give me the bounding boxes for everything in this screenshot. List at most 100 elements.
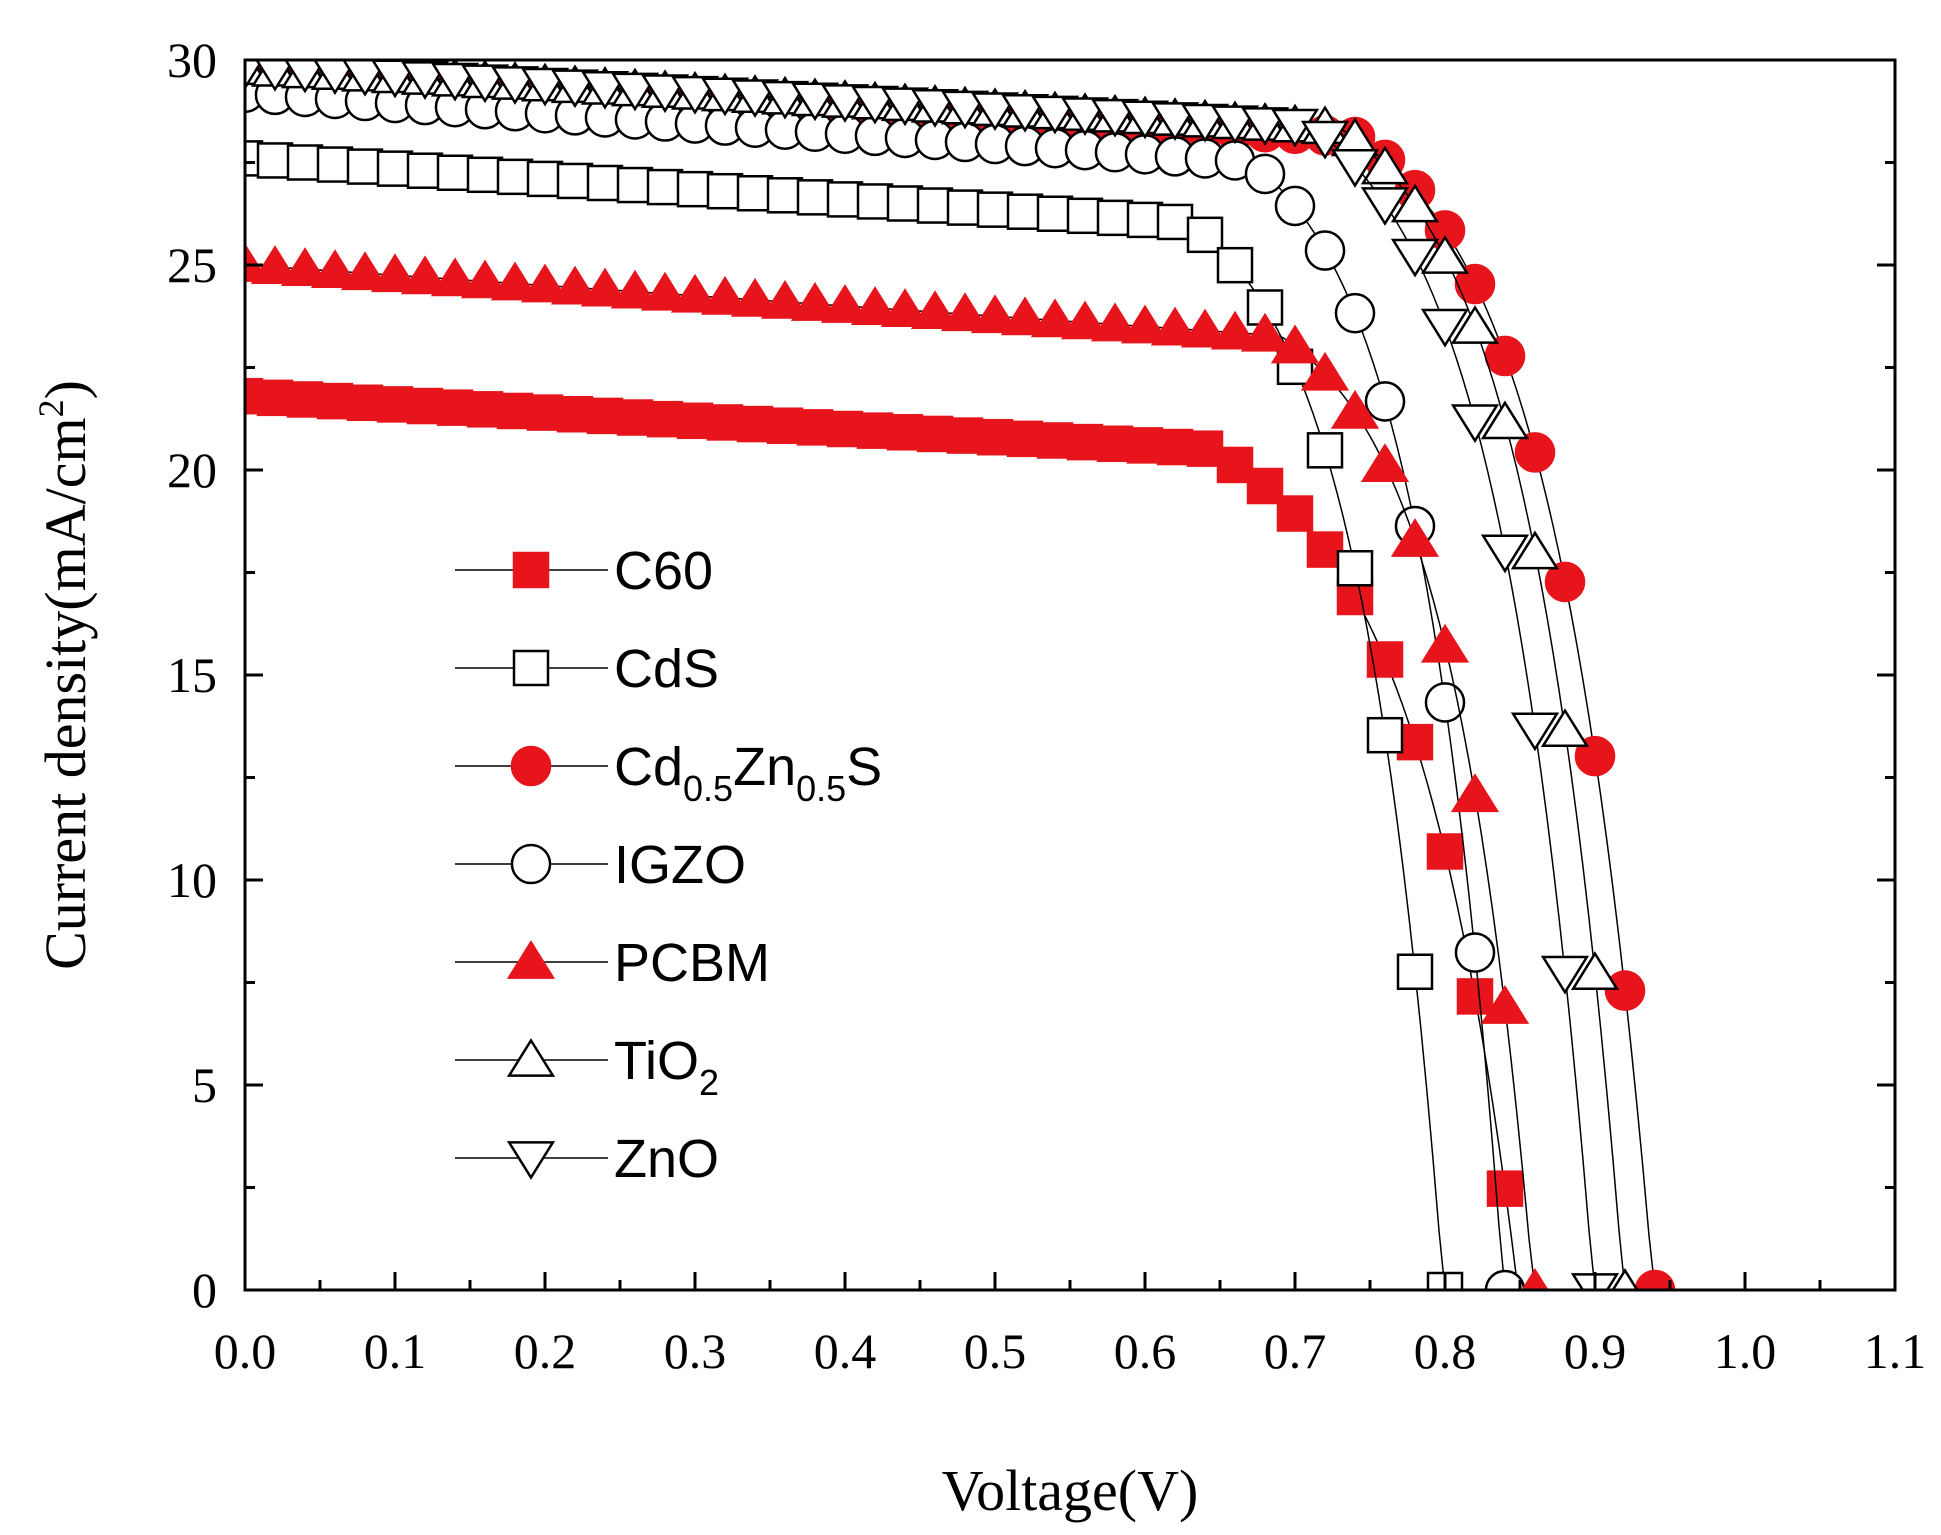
data-point: [1306, 531, 1344, 568]
data-point: [284, 60, 326, 94]
data-point: [826, 181, 864, 218]
data-point: [1126, 201, 1164, 239]
data-point: [1300, 351, 1350, 391]
legend-item: ZnO: [455, 1129, 719, 1189]
data-point: [1360, 145, 1410, 185]
legend-item: Cd0.5Zn0.5S: [455, 737, 882, 809]
data-point: [1150, 102, 1200, 141]
data-point: [640, 271, 690, 311]
y-tick-label: 30: [167, 32, 217, 88]
data-point: [1036, 195, 1074, 232]
series-line: [245, 395, 1518, 1283]
data-point: [826, 410, 864, 448]
data-point: [346, 384, 384, 422]
data-point: [1336, 550, 1374, 587]
legend-marker: [512, 649, 550, 687]
data-point: [430, 62, 480, 102]
data-point: [646, 400, 684, 438]
data-point: [1300, 120, 1350, 160]
y-axis-title-main: Current density(mA/cm: [33, 417, 98, 970]
data-point: [970, 294, 1020, 334]
data-point: [310, 249, 360, 289]
x-tick-label: 0.9: [1564, 1323, 1627, 1379]
data-point: [1424, 682, 1466, 723]
data-point: [886, 185, 924, 222]
data-point: [1390, 238, 1440, 278]
y-axis-title-sup: 2: [31, 399, 71, 417]
data-point: [313, 60, 357, 96]
series-IGZO: [245, 72, 1526, 1290]
data-point: [910, 89, 960, 128]
y-tick-label: 10: [167, 852, 217, 908]
legend-label: TiO2: [614, 1031, 719, 1103]
data-point: [760, 279, 810, 319]
data-point: [1006, 420, 1044, 458]
data-point: [1521, 1268, 1549, 1290]
data-point: [1604, 970, 1646, 1011]
data-point: [1246, 289, 1284, 326]
data-point: [706, 404, 744, 441]
data-point: [1480, 400, 1530, 440]
data-point: [1396, 953, 1434, 991]
data-point: [1036, 422, 1074, 459]
data-point: [1180, 308, 1230, 348]
data-point: [1090, 302, 1140, 342]
data-point: [1510, 530, 1560, 570]
legend-item: C60: [455, 541, 713, 601]
data-point: [245, 60, 264, 91]
legend-label-part: CdS: [614, 639, 719, 699]
data-point: [1611, 1268, 1639, 1290]
legend-label: Cd0.5Zn0.5S: [614, 737, 882, 809]
data-point: [1360, 443, 1410, 483]
data-point: [610, 269, 660, 309]
data-point: [436, 389, 474, 426]
data-point: [1274, 185, 1316, 227]
data-point: [790, 282, 840, 321]
data-point: [1366, 641, 1404, 678]
data-point: [1390, 183, 1440, 223]
data-point: [790, 82, 840, 122]
data-point: [1454, 263, 1496, 305]
data-point: [880, 87, 930, 127]
series-Cd0.5Zn0.5S: [245, 60, 1676, 1290]
data-point: [1420, 623, 1470, 663]
data-point: [976, 191, 1014, 228]
data-point: [1540, 955, 1590, 995]
y-axis-title: Current density(mA/cm2): [31, 380, 98, 970]
data-point: [1304, 230, 1346, 271]
legend-label-part: Zn: [733, 737, 796, 797]
legend-label-part: IGZO: [614, 835, 746, 895]
data-point: [316, 382, 354, 420]
data-point: [1330, 149, 1380, 188]
legend-label-part: 2: [699, 1062, 719, 1103]
data-point: [556, 395, 594, 433]
data-point: [1186, 430, 1224, 467]
legend-label: PCBM: [614, 933, 770, 993]
data-point: [1450, 404, 1500, 444]
data-point: [1240, 312, 1290, 352]
data-point: [1420, 308, 1470, 348]
data-point: [916, 415, 954, 453]
legend-item: TiO2: [455, 1031, 719, 1103]
data-point: [1210, 310, 1260, 350]
data-point: [1000, 296, 1050, 336]
data-point: [1570, 951, 1620, 991]
series-CdS: [245, 140, 1464, 1290]
legend-marker: [510, 745, 552, 787]
legend-label: CdS: [614, 639, 719, 699]
data-point: [1514, 432, 1556, 473]
data-point: [1270, 324, 1320, 364]
legend-marker: [512, 551, 550, 589]
data-point: [1450, 305, 1500, 344]
data-point: [1120, 304, 1170, 344]
legend-label-part: Cd: [614, 737, 683, 797]
data-point: [1544, 561, 1586, 603]
data-point: [406, 387, 444, 425]
x-tick-label: 0.7: [1264, 1323, 1327, 1379]
legend-label-part: TiO: [614, 1031, 699, 1091]
data-point: [436, 154, 474, 191]
y-tick-label: 0: [192, 1262, 217, 1318]
data-point: [940, 292, 990, 332]
data-point: [1450, 773, 1500, 813]
